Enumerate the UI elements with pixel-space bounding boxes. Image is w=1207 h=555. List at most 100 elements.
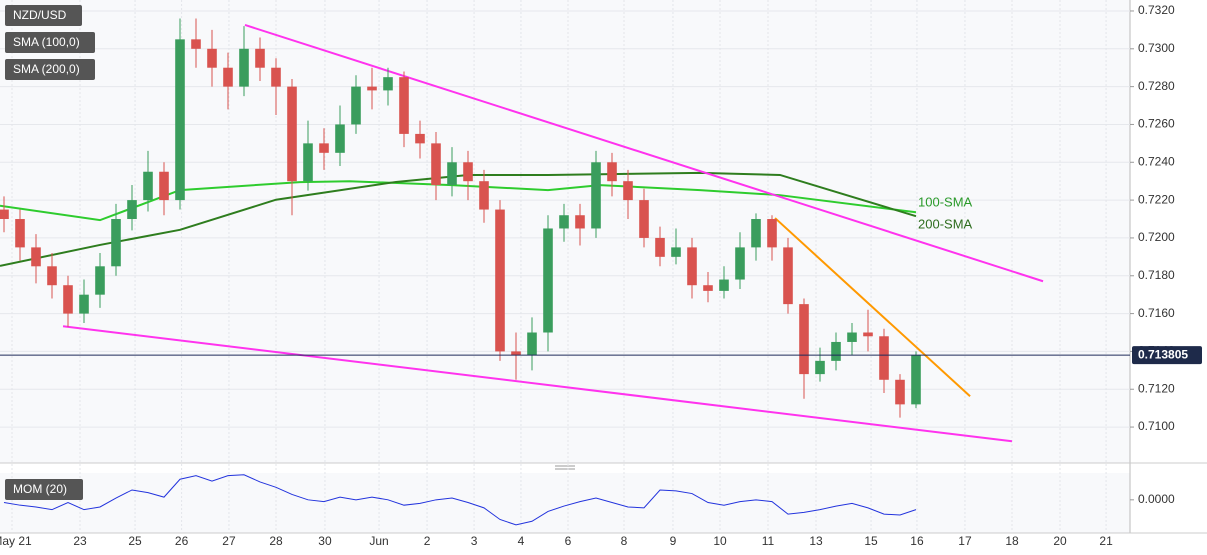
candle-body	[367, 86, 377, 91]
candle-body	[143, 171, 153, 201]
candle-body	[527, 332, 537, 356]
legend: NZD/USD SMA (100,0) SMA (200,0) MOM (20)	[5, 5, 95, 500]
price-tag	[1132, 346, 1202, 365]
candle-body	[95, 266, 105, 295]
candle-body	[671, 247, 681, 257]
annotation: 100-SMA	[918, 194, 973, 209]
x-tick-label: 28	[269, 534, 283, 548]
plot-background	[0, 0, 1130, 463]
x-tick-label: Jun	[369, 534, 388, 548]
candle-body	[879, 336, 889, 380]
candle-body	[479, 181, 489, 210]
candle-body	[447, 162, 457, 185]
candle-body	[815, 360, 825, 375]
candle-body	[783, 247, 793, 305]
candle-body	[335, 124, 345, 153]
candle-body	[623, 181, 633, 201]
x-tick-label: 10	[713, 534, 727, 548]
candle-body	[287, 86, 297, 182]
candle-body	[0, 209, 9, 220]
candle-body	[687, 247, 697, 286]
candle-body	[271, 67, 281, 87]
x-tick-label: 3	[471, 534, 478, 548]
legend-box	[5, 479, 83, 500]
x-tick-label: 15	[864, 534, 878, 548]
candle-body	[63, 285, 73, 314]
x-tick-label: 11	[762, 534, 775, 548]
candle-body	[399, 77, 409, 134]
candle-body	[495, 209, 505, 352]
x-tick-label: 4	[518, 534, 525, 548]
x-tick-label: 25	[128, 534, 142, 548]
candle-body	[351, 86, 361, 125]
candle-body	[319, 143, 329, 153]
candle-body	[255, 48, 265, 68]
candle-body	[735, 247, 745, 280]
y-tick-label: 0.7160	[1138, 306, 1175, 320]
candle-body	[751, 219, 761, 248]
price-tag-label: 0.713805	[1138, 347, 1188, 361]
legend-entry: SMA (100,0)	[13, 35, 80, 49]
x-tick-label: 2	[424, 534, 431, 548]
candle-body	[111, 219, 121, 267]
candle-body	[703, 285, 713, 291]
y-tick-label: 0.7120	[1138, 381, 1175, 395]
x-tick-label: 20	[1053, 534, 1067, 548]
annotation: 200-SMA	[918, 216, 973, 231]
y-tick-label: 0.7300	[1138, 41, 1175, 55]
x-tick-label: 27	[222, 534, 236, 548]
y-tick-label: 0.7240	[1138, 154, 1175, 168]
x-tick-label: 8	[621, 534, 628, 548]
candle-body	[303, 143, 313, 182]
legend-box	[5, 5, 82, 26]
trend-line	[774, 217, 971, 397]
legend-box	[5, 32, 95, 53]
x-tick-label: 26	[175, 534, 189, 548]
y-tick-label: 0.7320	[1138, 3, 1175, 17]
candle-body	[463, 162, 473, 182]
legend-entry: SMA (200,0)	[13, 62, 80, 76]
candle-body	[431, 143, 441, 185]
candle-body	[239, 48, 249, 87]
trend-line	[62, 325, 1013, 443]
candle-body	[79, 294, 89, 314]
momentum-line	[3, 474, 917, 526]
candle-body	[639, 200, 649, 238]
x-tick-label: 23	[73, 534, 87, 548]
candle-body	[31, 247, 41, 267]
y-tick-label: 0.0000	[1138, 492, 1175, 506]
candle-body	[767, 219, 777, 248]
candle-body	[895, 379, 905, 405]
candle-body	[543, 228, 553, 333]
y-tick-label: 0.7280	[1138, 79, 1175, 93]
candle-body	[223, 67, 233, 87]
legend-title: NZD/USD	[13, 8, 67, 22]
candle-body	[719, 279, 729, 291]
momentum-background	[0, 473, 1130, 533]
candle-body	[847, 332, 857, 342]
x-tick-label: 13	[809, 534, 823, 548]
candle-body	[511, 351, 521, 356]
legend-box	[5, 59, 95, 80]
candle-body	[863, 332, 873, 337]
y-tick-label: 0.7220	[1138, 192, 1175, 206]
candle-body	[159, 171, 169, 201]
candle-body	[607, 162, 617, 182]
x-tick-label: 17	[958, 534, 972, 548]
y-tick-label: 0.7260	[1138, 117, 1175, 131]
candle-body	[575, 215, 585, 229]
x-tick-label: 30	[318, 534, 332, 548]
candle-body	[799, 304, 809, 375]
candle-body	[911, 355, 921, 405]
x-tick-label: 21	[1099, 534, 1113, 548]
candle-body	[655, 237, 665, 257]
x-tick-label: 16	[910, 534, 924, 548]
candle-body	[191, 39, 201, 49]
trend-line	[244, 24, 1044, 283]
y-tick-label: 0.7200	[1138, 230, 1175, 244]
candle-body	[127, 200, 137, 220]
x-tick-label: 9	[670, 534, 677, 548]
